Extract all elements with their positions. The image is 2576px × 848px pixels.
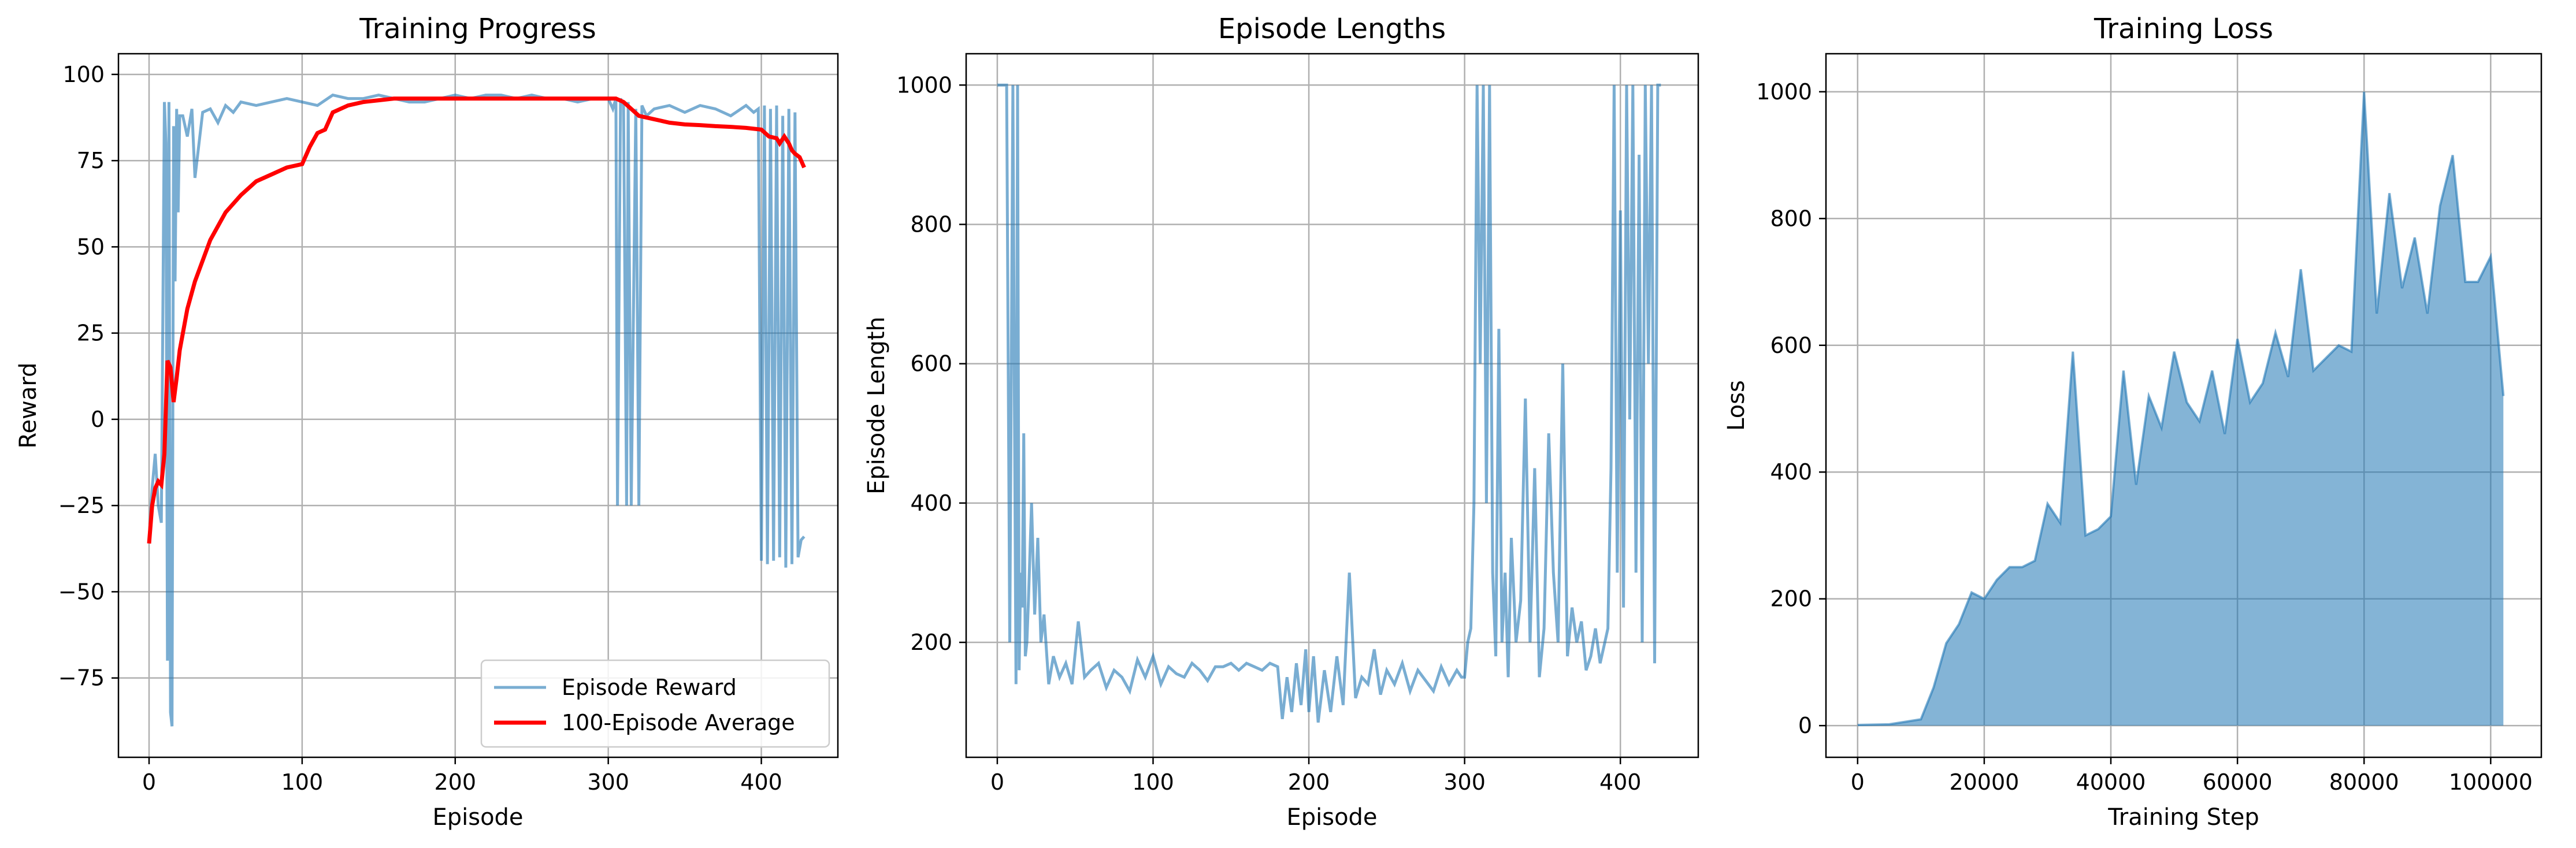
x-tick-label: 0 bbox=[142, 769, 156, 795]
x-axis-label: Training Step bbox=[2107, 804, 2259, 831]
chart-title: Training Loss bbox=[2094, 13, 2273, 45]
x-tick-label: 20000 bbox=[1949, 769, 2019, 795]
x-tick-label: 300 bbox=[1443, 769, 1486, 795]
axes-frame bbox=[117, 53, 839, 758]
y-tick-label: −75 bbox=[58, 665, 105, 691]
x-tick-label: 100 bbox=[281, 769, 324, 795]
y-tick-label: 50 bbox=[77, 234, 105, 259]
axes-frame bbox=[965, 53, 1699, 758]
y-tick-label: 25 bbox=[77, 321, 105, 346]
x-tick-label: 200 bbox=[1288, 769, 1330, 795]
loss-line bbox=[1857, 91, 2505, 726]
panel-training-loss: 0 20000 40000 60000 80000 100000 0 200 400 600 80… bbox=[1723, 13, 2542, 831]
x-tick-label: 0 bbox=[1851, 769, 1865, 795]
panel-training-progress: 0 100 200 300 400 −75 −50 −25 0 25 50 75 100 Traini… bbox=[15, 13, 839, 831]
y-tick-label: 400 bbox=[910, 490, 952, 516]
y-tick-label: 0 bbox=[91, 407, 105, 432]
y-tick-label: 0 bbox=[1798, 713, 1812, 738]
x-tick-label: 0 bbox=[990, 769, 1004, 795]
y-tick-label: 800 bbox=[910, 211, 952, 237]
x-tick-label: 200 bbox=[435, 769, 477, 795]
x-tick-label: 300 bbox=[587, 769, 629, 795]
y-tick-label: 1000 bbox=[1756, 79, 1812, 105]
panel-episode-lengths: 0 100 200 300 400 200 400 600 800 1000 Episode L… bbox=[863, 13, 1699, 831]
y-axis-label: Loss bbox=[1723, 380, 1750, 431]
y-tick-label: 800 bbox=[1770, 206, 1812, 231]
y-tick-label: 600 bbox=[910, 351, 952, 377]
x-axis-label: Episode bbox=[1286, 804, 1377, 831]
x-tick-label: 100 bbox=[1132, 769, 1174, 795]
legend: Episode Reward 100-Episode Average bbox=[480, 659, 830, 748]
y-tick-label: −25 bbox=[58, 493, 105, 518]
y-axis-label: Episode Length bbox=[863, 317, 890, 494]
x-tick-label: 80000 bbox=[2329, 769, 2399, 795]
x-tick-label: 60000 bbox=[2203, 769, 2273, 795]
y-tick-label: 400 bbox=[1770, 459, 1812, 485]
x-axis-label: Episode bbox=[432, 804, 523, 831]
episode-length-line bbox=[997, 83, 1661, 723]
x-ticks: 0 100 200 300 400 bbox=[990, 757, 1642, 795]
y-ticks: 0 200 400 600 800 1000 bbox=[1756, 79, 1826, 738]
x-tick-label: 40000 bbox=[2076, 769, 2146, 795]
axes-frame bbox=[1825, 53, 2542, 758]
y-ticks: 200 400 600 800 1000 bbox=[896, 72, 966, 655]
y-tick-label: 1000 bbox=[896, 72, 952, 98]
x-tick-label: 100000 bbox=[2449, 769, 2533, 795]
legend-label-average: 100-Episode Average bbox=[562, 710, 795, 735]
x-tick-label: 400 bbox=[740, 769, 782, 795]
y-tick-label: −50 bbox=[58, 579, 105, 604]
average-reward-line bbox=[147, 96, 806, 544]
y-tick-label: 200 bbox=[910, 630, 952, 655]
x-ticks: 0 100 200 300 400 bbox=[142, 757, 782, 795]
x-tick-label: 400 bbox=[1599, 769, 1642, 795]
y-ticks: −75 −50 −25 0 25 50 75 100 bbox=[58, 62, 118, 691]
legend-label-episode-reward: Episode Reward bbox=[562, 675, 737, 700]
grid bbox=[966, 54, 1698, 757]
x-ticks: 0 20000 40000 60000 80000 100000 bbox=[1851, 757, 2533, 795]
loss-area bbox=[1857, 91, 2504, 726]
grid bbox=[118, 54, 838, 757]
y-tick-label: 600 bbox=[1770, 333, 1812, 358]
chart-title: Training Progress bbox=[359, 13, 596, 45]
y-axis-label: Reward bbox=[15, 363, 42, 449]
y-tick-label: 100 bbox=[62, 62, 105, 87]
legend-box bbox=[480, 659, 830, 748]
chart-title: Episode Lengths bbox=[1218, 13, 1446, 45]
y-tick-label: 75 bbox=[77, 148, 105, 173]
y-tick-label: 200 bbox=[1770, 586, 1812, 612]
